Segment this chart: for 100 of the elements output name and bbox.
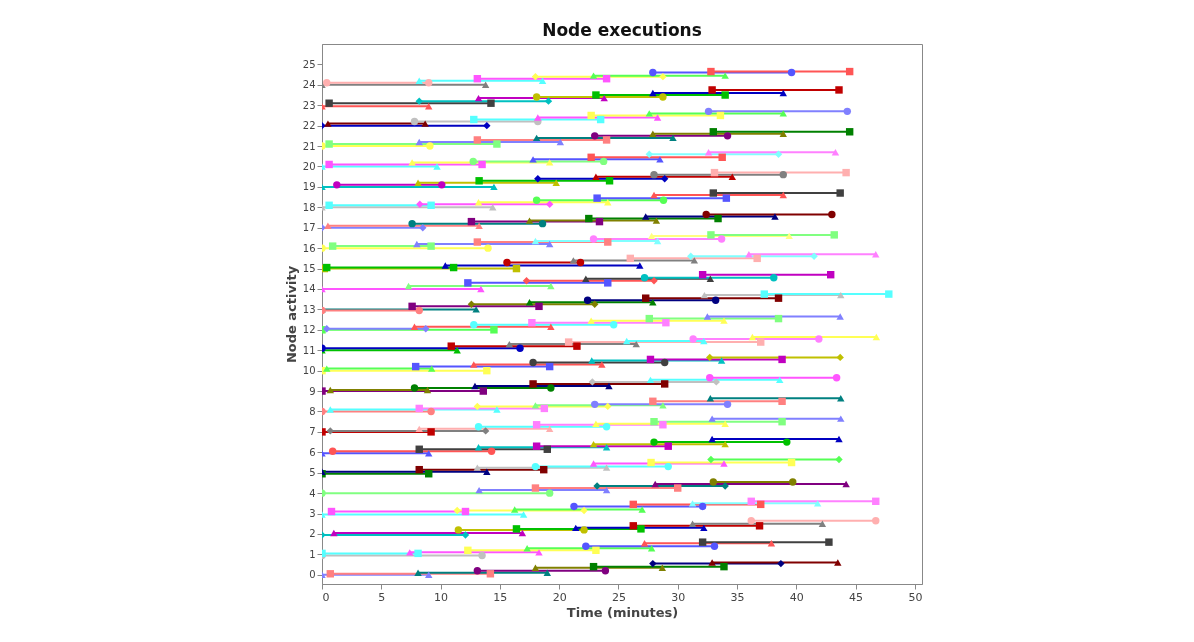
point [664, 462, 672, 471]
x-tick-label: 0 [322, 590, 330, 604]
point [659, 196, 668, 204]
point [534, 175, 542, 183]
point [662, 318, 670, 327]
y-tick-label: 23 [302, 99, 316, 111]
point [642, 294, 650, 302]
point [475, 177, 483, 185]
y-tick-label: 17 [302, 222, 316, 234]
point [531, 484, 540, 492]
point [473, 567, 482, 575]
point [580, 526, 588, 534]
y-tick-label: 9 [309, 385, 316, 397]
point [723, 400, 732, 409]
point [637, 525, 645, 533]
point [576, 258, 585, 267]
point [755, 522, 764, 530]
y-tick-label: 4 [309, 487, 316, 499]
point [516, 344, 524, 352]
point [408, 219, 416, 228]
point [645, 150, 653, 158]
point [828, 210, 836, 219]
point [707, 455, 715, 464]
point [464, 279, 472, 287]
point [711, 296, 720, 304]
point [704, 107, 713, 116]
point [774, 150, 783, 158]
point [753, 254, 761, 263]
point [582, 542, 590, 550]
point [885, 290, 893, 298]
point [529, 358, 537, 367]
point [580, 506, 588, 515]
point [326, 570, 335, 578]
point [650, 438, 658, 446]
point [835, 86, 843, 94]
point [843, 107, 851, 116]
y-tick-label: 12 [302, 324, 316, 336]
point [570, 502, 578, 511]
point [454, 526, 463, 534]
y-tick-label: 15 [302, 263, 316, 275]
point [708, 86, 716, 94]
point [469, 157, 477, 166]
point [707, 231, 715, 239]
point [532, 196, 541, 204]
point [544, 97, 553, 105]
point [720, 562, 728, 571]
point [698, 538, 707, 546]
y-tick-label: 5 [309, 467, 316, 479]
point [408, 302, 416, 311]
point [660, 175, 669, 183]
y-tick-label: 3 [309, 508, 316, 520]
y-tick-label: 10 [302, 365, 316, 377]
x-tick-label: 45 [849, 590, 864, 604]
x-axis-title: Time (minutes) [566, 604, 679, 620]
point [416, 200, 424, 208]
x-tick-label: 35 [730, 590, 745, 604]
point [650, 417, 658, 426]
point [438, 181, 446, 189]
point [528, 318, 536, 327]
point [410, 117, 419, 126]
point [486, 570, 495, 578]
point [490, 326, 498, 334]
point [779, 170, 787, 179]
point [529, 380, 537, 388]
point [836, 353, 844, 362]
point [531, 462, 540, 471]
x-tick-label: 30 [671, 590, 686, 604]
y-tick-label: 6 [309, 446, 316, 458]
point [422, 325, 430, 333]
point [815, 335, 823, 343]
point [447, 342, 455, 350]
point [777, 559, 785, 568]
y-tick-label: 8 [309, 405, 316, 417]
point [414, 549, 422, 558]
y-tick-label: 16 [302, 242, 316, 254]
chart-title: Node executions [542, 20, 702, 40]
point [573, 342, 581, 350]
point [415, 97, 423, 105]
point [470, 321, 478, 329]
point [778, 397, 786, 405]
point [604, 279, 612, 287]
point [547, 384, 555, 392]
point [328, 447, 337, 455]
point [493, 140, 501, 148]
y-tick-label: 0 [309, 569, 316, 581]
point [478, 160, 486, 169]
point [483, 121, 491, 130]
point [531, 72, 540, 81]
point [410, 384, 419, 392]
point [474, 423, 483, 431]
point [825, 538, 833, 546]
point [832, 374, 841, 382]
point [415, 306, 423, 315]
y-tick-label: 20 [302, 161, 316, 172]
point [487, 99, 495, 107]
point [664, 442, 672, 450]
point [710, 542, 719, 550]
point [545, 200, 554, 208]
point [592, 91, 600, 99]
point [587, 153, 595, 162]
